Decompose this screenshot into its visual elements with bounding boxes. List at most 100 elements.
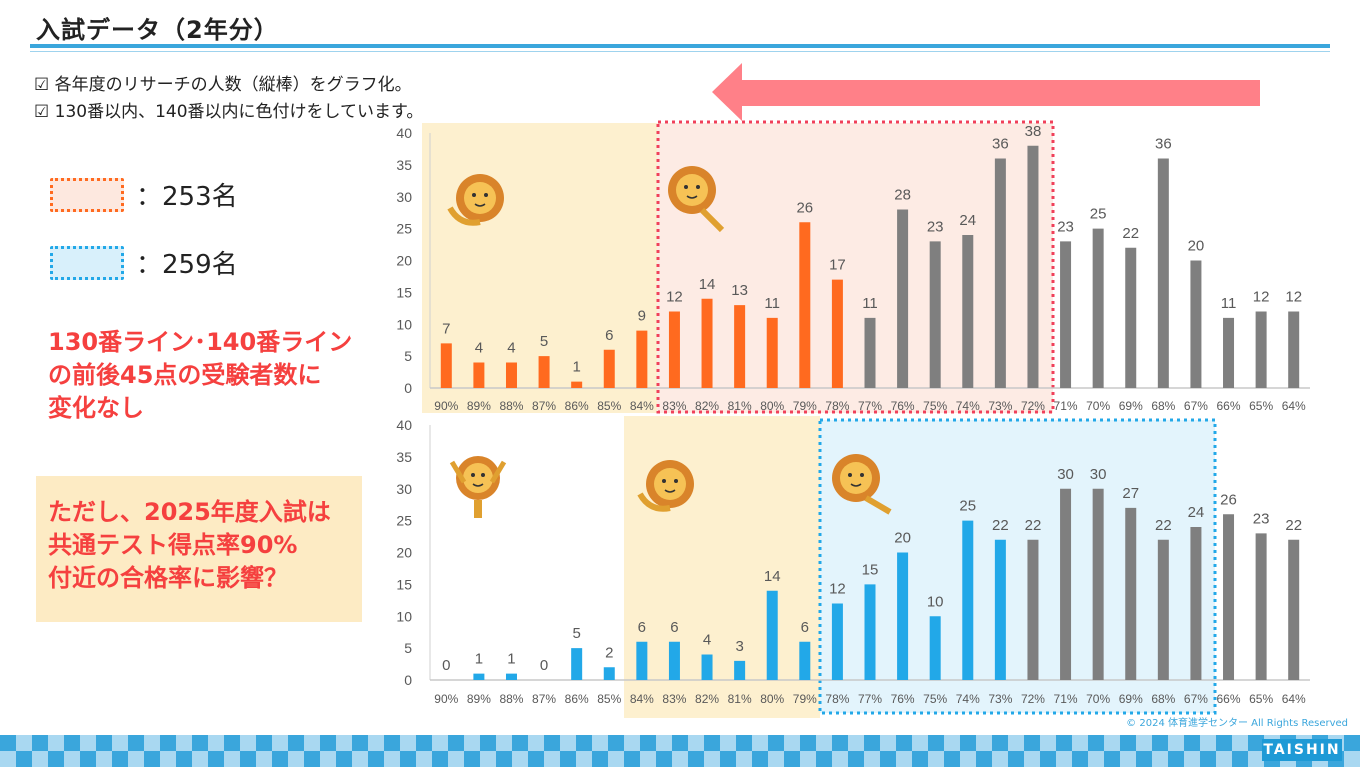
chart1-x-tick-label: 65% [1249, 399, 1273, 413]
checker-cell [416, 735, 432, 751]
chart2-y-tick-label: 10 [396, 608, 412, 624]
chart1-bar [994, 158, 1006, 388]
chart1-data-label: 36 [1155, 136, 1172, 153]
checker-cell [704, 735, 720, 751]
chart2-x-tick-label: 66% [1217, 692, 1241, 706]
checker-cell [736, 751, 752, 767]
checker-cell [464, 735, 480, 751]
checker-cell [912, 735, 928, 751]
checker-cell [1232, 751, 1248, 767]
chart2-x-tick-label: 69% [1119, 692, 1143, 706]
checker-cell [576, 751, 592, 767]
checker-cell [672, 751, 688, 767]
chart1-bar [1157, 158, 1169, 388]
checker-cell [784, 751, 800, 767]
checker-cell [608, 735, 624, 751]
chart1-x-tick-label: 72% [1021, 399, 1045, 413]
chart1-x-tick-label: 74% [956, 399, 980, 413]
checker-cell [800, 751, 816, 767]
chart1-data-label: 14 [699, 276, 716, 293]
chart2-bar [1092, 488, 1104, 680]
chart2-bar [636, 641, 648, 680]
checker-cell [1184, 751, 1200, 767]
chart1-data-label: 20 [1188, 238, 1205, 255]
checker-cell [160, 751, 176, 767]
chart1-data-label: 4 [507, 340, 515, 357]
chart1-bar [538, 356, 550, 388]
chart2-data-label: 6 [670, 619, 678, 636]
chart1-x-tick-label: 84% [630, 399, 654, 413]
lion-icon [449, 456, 507, 518]
checker-cell [1232, 735, 1248, 751]
chart1-x-tick-label: 81% [728, 399, 752, 413]
checker-cell [1216, 751, 1232, 767]
chart1-data-label: 6 [605, 327, 613, 344]
chart2-data-label: 30 [1057, 466, 1074, 483]
chart2-x-tick-label: 83% [662, 692, 686, 706]
chart2-x-tick-label: 74% [956, 692, 980, 706]
chart2-x-tick-label: 70% [1086, 692, 1110, 706]
chart1-bar [473, 362, 485, 388]
checker-cell [1168, 751, 1184, 767]
chart1-bar [831, 279, 843, 388]
chart1-data-label: 24 [959, 212, 976, 229]
chart2-data-label: 4 [703, 632, 711, 649]
checker-cell [1120, 751, 1136, 767]
checker-cell [384, 735, 400, 751]
chart1-bar [505, 362, 517, 388]
checker-cell [48, 751, 64, 767]
bullet-2: ☑ 130番以内、140番以内に色付けをしています。 [34, 102, 424, 122]
chart2-blue-frame [818, 418, 1217, 715]
checker-cell [752, 735, 768, 751]
chart1-bar [799, 222, 811, 388]
checker-cell [960, 735, 976, 751]
bullet-1: ☑ 各年度のリサーチの人数（縦棒）をグラフ化。 [34, 75, 412, 95]
chart1-data-label: 7 [442, 320, 450, 337]
checker-cell [400, 735, 416, 751]
chart2-x-tick-label: 78% [825, 692, 849, 706]
chart2-y-tick-label: 40 [396, 417, 412, 433]
chart2-bar [831, 603, 843, 680]
checker-cell [192, 751, 208, 767]
red-note-line: 変化なし [48, 394, 144, 422]
checker-cell [1072, 751, 1088, 767]
checker-cell [288, 751, 304, 767]
checker-cell [896, 735, 912, 751]
checker-cell [448, 751, 464, 767]
checker-cell [1088, 751, 1104, 767]
checker-cell [864, 751, 880, 767]
checker-cell [304, 751, 320, 767]
checker-cell [112, 751, 128, 767]
yellow-note-line: 付近の合格率に影響？ [48, 564, 288, 592]
chart1-bar [636, 330, 648, 388]
checker-cell [832, 735, 848, 751]
checker-cell [736, 735, 752, 751]
chart1-data-label: 4 [475, 340, 483, 357]
chart2-x-tick-label: 89% [467, 692, 491, 706]
chart2-blue-zone [820, 420, 1215, 713]
chart1-y-tick-label: 5 [404, 348, 412, 364]
chart2-data-label: 26 [1220, 491, 1237, 508]
chart1-data-label: 11 [862, 295, 878, 312]
chart2-y-tick-label: 35 [396, 449, 412, 465]
checker-cell [0, 735, 16, 751]
chart2-bar [505, 673, 517, 680]
lion-icon [668, 166, 725, 233]
checker-cell [864, 735, 880, 751]
checker-cell [48, 735, 64, 751]
checker-cell [496, 751, 512, 767]
chart2-x-tick-label: 75% [923, 692, 947, 706]
checker-cell [1120, 735, 1136, 751]
checker-cell [1184, 735, 1200, 751]
checker-cell [944, 751, 960, 767]
checker-cell [224, 751, 240, 767]
chart1-x-tick-label: 79% [793, 399, 817, 413]
chart2-bar [603, 667, 615, 680]
checker-cell [848, 735, 864, 751]
chart2-x-tick-label: 79% [793, 692, 817, 706]
checker-cell [640, 735, 656, 751]
checker-cell [96, 751, 112, 767]
chart2-bar [1027, 539, 1039, 680]
checker-cell [720, 751, 736, 767]
